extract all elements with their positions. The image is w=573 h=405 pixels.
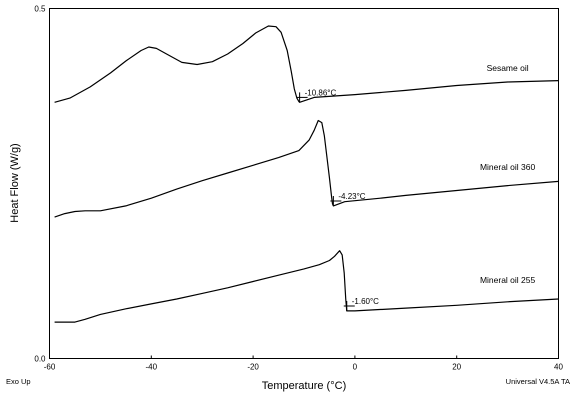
annotations: Sesame oil -10.86°C Mineral oil 360 -4.23°C… [296, 63, 536, 311]
x-tick-label: -60 [44, 363, 56, 372]
x-axis-label: Temperature (°C) [262, 380, 346, 392]
exo-up-note: Exo Up [6, 377, 31, 386]
x-tick-label: -20 [247, 363, 259, 372]
y-tick-label: 0.5 [34, 5, 46, 14]
series-lines [54, 25, 559, 323]
series-label: Mineral oil 360 [480, 162, 536, 172]
x-tick-label: 40 [554, 363, 563, 372]
onset-label: -10.86°C [305, 88, 337, 97]
onset-label: -4.23°C [338, 192, 365, 201]
x-tick-label: -40 [146, 363, 158, 372]
x-tick-label: 20 [452, 363, 461, 372]
plot-frame [49, 8, 559, 359]
x-tick-label: 0 [353, 363, 358, 372]
y-tick-label: 0.0 [34, 355, 46, 364]
series-label: Sesame oil [487, 63, 529, 73]
series-line-3 [54, 250, 559, 323]
series-label: Mineral oil 255 [480, 275, 536, 285]
series-line-1 [54, 25, 559, 103]
series-line-2 [54, 119, 559, 218]
axis-ticks: -60 -40 -20 0 20 40 0.0 0.5 [34, 5, 563, 372]
instrument-note: Universal V4.5A TA [506, 377, 570, 386]
y-axis-label: Heat Flow (W/g) [9, 143, 21, 222]
onset-label: -1.60°C [352, 297, 379, 306]
